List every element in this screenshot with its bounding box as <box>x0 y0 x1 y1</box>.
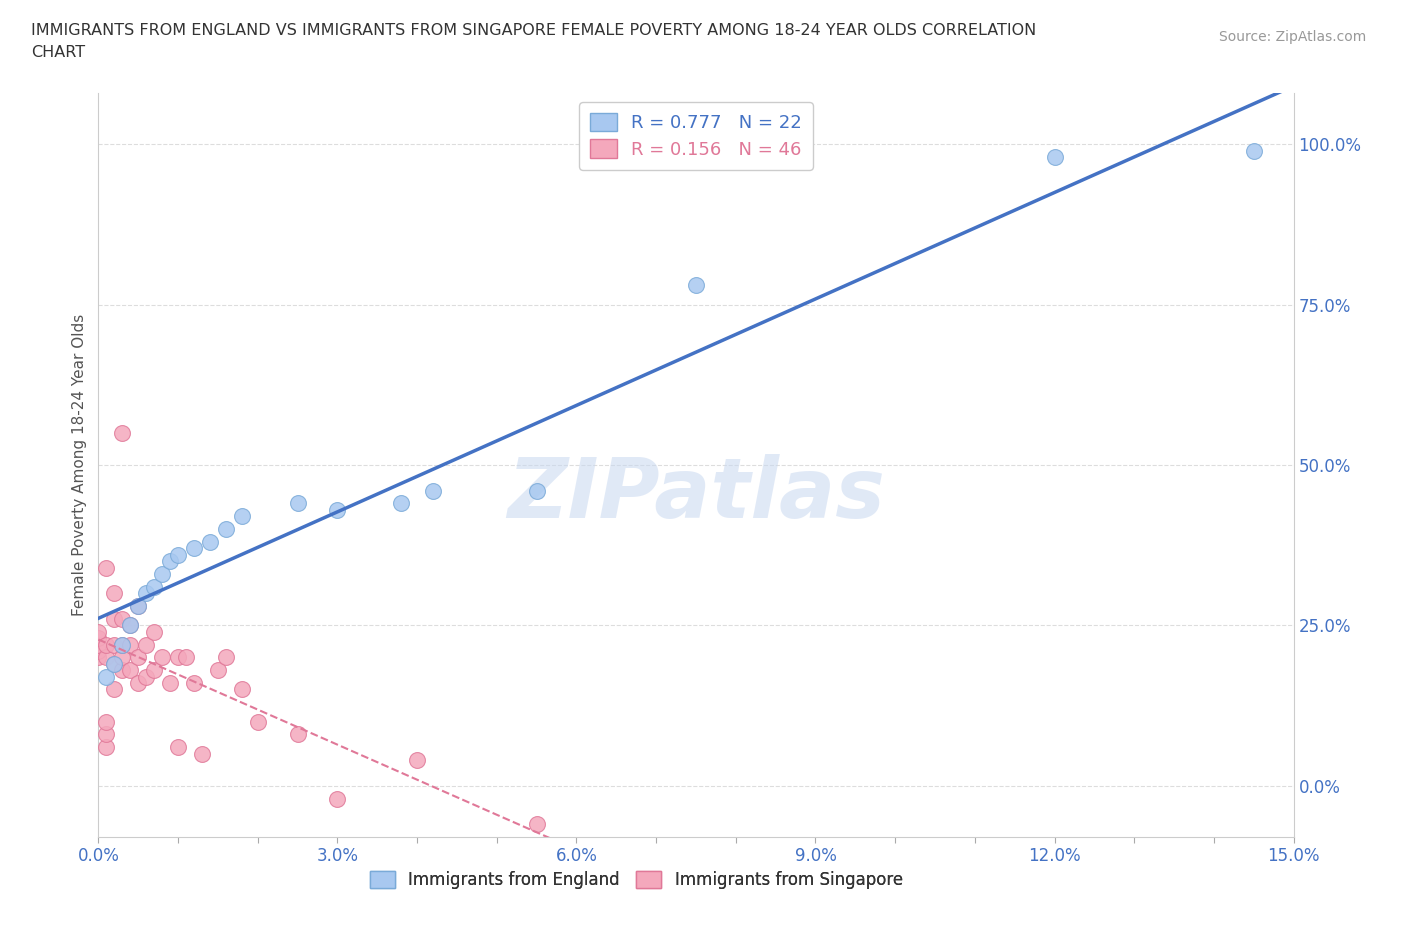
Point <box>111 612 134 627</box>
Point <box>103 657 125 671</box>
Text: CHART: CHART <box>31 45 84 60</box>
Point <box>1043 150 1066 165</box>
Point <box>159 675 181 690</box>
Point <box>127 650 149 665</box>
Point <box>143 663 166 678</box>
Point <box>231 509 253 524</box>
Point <box>135 637 157 652</box>
Point <box>96 650 118 665</box>
Point <box>111 663 134 678</box>
Point <box>103 612 125 627</box>
Point <box>215 650 238 665</box>
Point <box>191 746 214 761</box>
Point <box>143 624 166 639</box>
Point <box>159 553 181 568</box>
Legend: Immigrants from England, Immigrants from Singapore: Immigrants from England, Immigrants from… <box>363 864 910 896</box>
Point <box>96 670 118 684</box>
Point <box>111 637 134 652</box>
Point <box>526 817 548 831</box>
Point <box>406 752 429 767</box>
Point <box>120 618 142 632</box>
Point <box>103 637 125 652</box>
Text: ZIPatlas: ZIPatlas <box>508 454 884 536</box>
Point <box>96 714 118 729</box>
Point <box>326 502 349 517</box>
Point <box>167 739 190 754</box>
Point <box>127 599 149 614</box>
Point <box>231 682 253 697</box>
Point <box>87 624 110 639</box>
Point <box>96 637 118 652</box>
Point <box>150 650 173 665</box>
Point <box>183 675 205 690</box>
Point <box>183 541 205 556</box>
Point <box>135 670 157 684</box>
Point <box>150 566 173 581</box>
Point <box>87 650 110 665</box>
Point <box>103 657 125 671</box>
Point <box>127 675 149 690</box>
Point <box>526 484 548 498</box>
Text: Source: ZipAtlas.com: Source: ZipAtlas.com <box>1219 30 1367 44</box>
Point <box>103 682 125 697</box>
Point <box>246 714 269 729</box>
Point <box>422 484 444 498</box>
Point <box>167 650 190 665</box>
Point <box>120 663 142 678</box>
Point <box>120 637 142 652</box>
Point <box>103 586 125 601</box>
Point <box>174 650 197 665</box>
Point <box>87 644 110 658</box>
Point <box>389 496 412 511</box>
Point <box>111 650 134 665</box>
Point <box>135 586 157 601</box>
Point <box>1243 143 1265 158</box>
Point <box>127 599 149 614</box>
Point <box>167 548 190 563</box>
Point <box>143 579 166 594</box>
Point <box>207 663 229 678</box>
Point <box>120 618 142 632</box>
Point <box>87 637 110 652</box>
Point <box>96 560 118 575</box>
Point <box>198 535 221 550</box>
Text: IMMIGRANTS FROM ENGLAND VS IMMIGRANTS FROM SINGAPORE FEMALE POVERTY AMONG 18-24 : IMMIGRANTS FROM ENGLAND VS IMMIGRANTS FR… <box>31 23 1036 38</box>
Point <box>111 426 134 441</box>
Point <box>87 631 110 645</box>
Point <box>96 727 118 742</box>
Point <box>111 637 134 652</box>
Point <box>96 739 118 754</box>
Y-axis label: Female Poverty Among 18-24 Year Olds: Female Poverty Among 18-24 Year Olds <box>72 314 87 617</box>
Point <box>287 496 309 511</box>
Point <box>287 727 309 742</box>
Point <box>685 278 707 293</box>
Point <box>326 791 349 806</box>
Point <box>215 522 238 537</box>
